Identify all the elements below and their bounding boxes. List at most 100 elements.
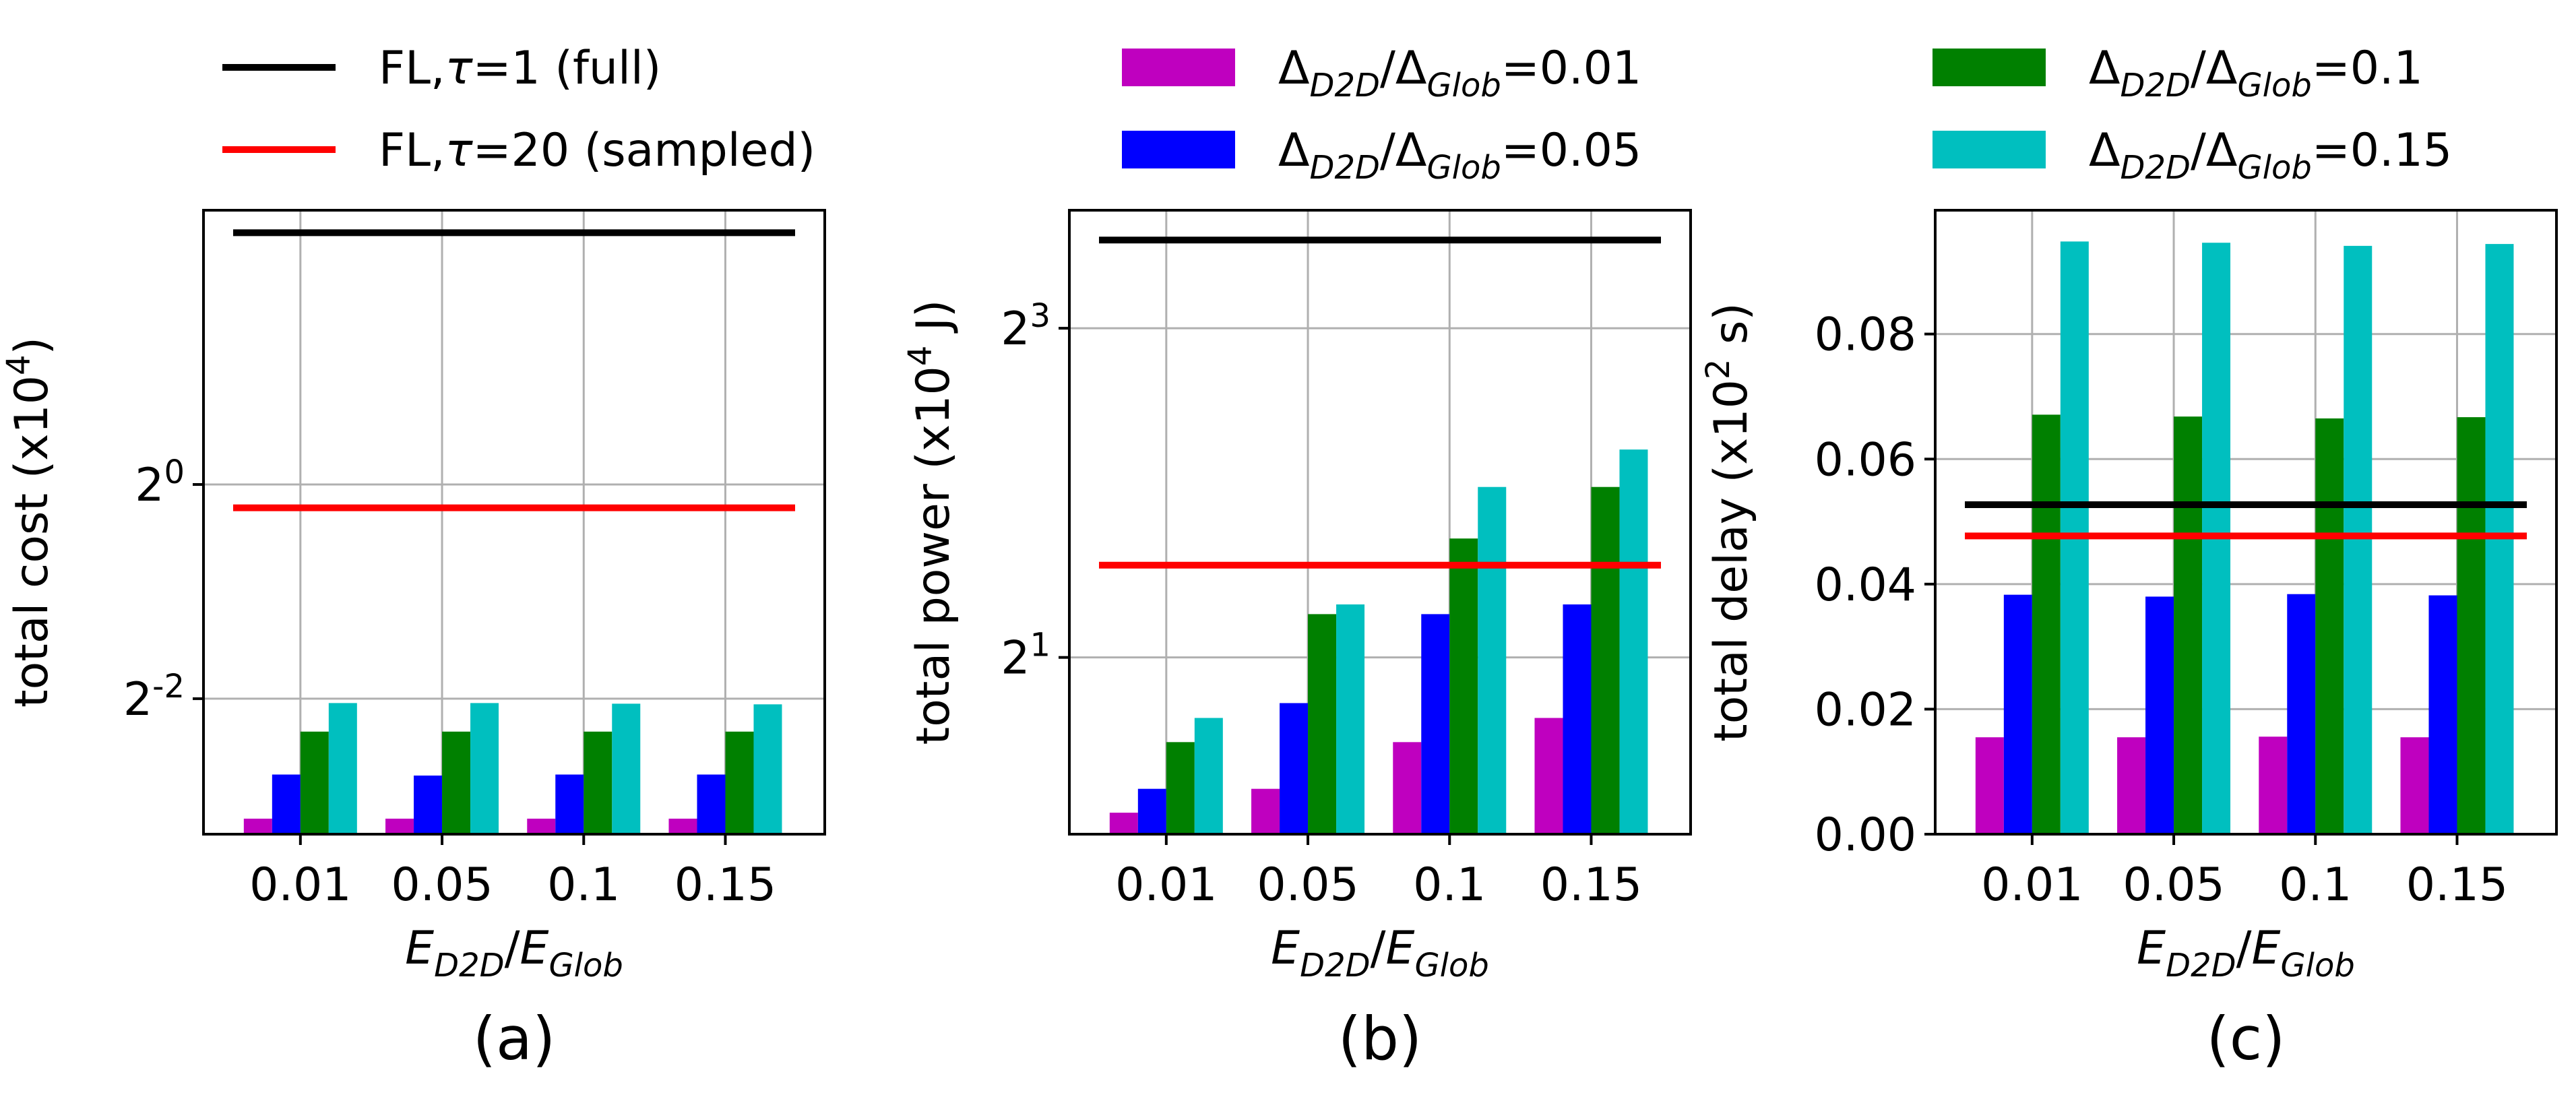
axes-frame: [1068, 209, 1692, 836]
x-axis-label: ED2D/EGlob: [2137, 922, 2355, 984]
x-tick-label: 0.1: [2279, 858, 2352, 912]
legend-item-bar: ΔD2D/ΔGlob=0.01: [1122, 42, 1641, 104]
y-tick-label: 21: [1001, 627, 1050, 685]
bar: [414, 775, 443, 834]
bar: [2428, 595, 2457, 834]
bar: [1194, 718, 1223, 834]
x-axis-label: ED2D/EGlob: [1271, 922, 1489, 984]
bar: [1280, 703, 1309, 834]
x-tick-label: 0.01: [1115, 858, 1217, 912]
bar: [2003, 594, 2032, 834]
bar: [2400, 737, 2429, 834]
legend-label: ΔD2D/ΔGlob=0.1: [2089, 42, 2423, 104]
bar: [1109, 813, 1138, 834]
legend-item-line: FL,τ=1 (full): [222, 42, 661, 95]
y-tick-label: 20: [135, 453, 185, 512]
y-axis-label: total power (x104 J): [902, 300, 960, 745]
bar: [1563, 604, 1592, 834]
bar: [442, 731, 471, 834]
bar: [470, 703, 499, 834]
bar: [584, 731, 612, 834]
bar: [2117, 737, 2146, 834]
bar: [697, 774, 726, 834]
bar: [1449, 538, 1478, 834]
bar: [300, 731, 329, 834]
bar: [1393, 742, 1422, 834]
bar: [272, 774, 301, 834]
x-tick-label: 0.15: [2406, 858, 2508, 912]
chart-panel: 0.01 0.05 0.1 0.15 21 23 ED2D/EGlob total power…: [902, 209, 1692, 1073]
bar: [2259, 736, 2288, 834]
bar: [1534, 718, 1563, 834]
x-tick-label: 0.01: [249, 858, 351, 912]
chart-panel: 0.01 0.05 0.1 0.15 2-2 20 ED2D/EGlob total cost…: [0, 209, 826, 1073]
bar: [1166, 742, 1195, 834]
legend-item-bar: ΔD2D/ΔGlob=0.15: [1933, 124, 2452, 187]
bar: [1591, 486, 1620, 834]
bar: [2315, 418, 2344, 834]
bar: [1421, 614, 1450, 834]
bar: [385, 818, 414, 834]
bar: [2344, 245, 2373, 834]
bar: [1975, 737, 2004, 834]
y-axis-label: total cost (x104): [0, 337, 59, 708]
bar: [2145, 596, 2174, 834]
y-axis-label: total delay (x102 s): [1699, 303, 1758, 742]
y-tick-label: 0.04: [1815, 559, 1916, 612]
y-tick-label: 2-2: [123, 668, 185, 726]
panel-caption: (c): [2206, 1004, 2285, 1073]
legend-label: ΔD2D/ΔGlob=0.05: [1278, 124, 1641, 187]
x-tick-label: 0.01: [1981, 858, 2083, 912]
bar: [555, 774, 584, 834]
axes-frame: [202, 209, 826, 836]
y-tick-label: 0.08: [1815, 309, 1916, 362]
bar: [1251, 788, 1280, 834]
legend-label: ΔD2D/ΔGlob=0.15: [2089, 124, 2452, 187]
axes-frame: [1934, 209, 2558, 836]
legend-bar-swatch: [1122, 49, 1235, 86]
bar: [2287, 594, 2316, 834]
bar: [2032, 414, 2061, 834]
x-tick-label: 0.05: [2123, 858, 2224, 912]
legend-item-line: FL,τ=20 (sampled): [222, 124, 815, 177]
bar: [2457, 417, 2486, 834]
chart-panel: 0.01 0.05 0.1 0.15 0.00 0.02 0.04 0.06 0.08 ED2D/…: [1699, 209, 2558, 1073]
panel-caption: (b): [1338, 1004, 1422, 1073]
legend-bar-swatch: [1122, 131, 1235, 168]
bar: [668, 818, 697, 834]
x-tick-label: 0.1: [1413, 858, 1486, 912]
x-tick-label: 0.05: [1257, 858, 1358, 912]
legend-label: FL,τ=20 (sampled): [379, 124, 815, 177]
x-tick-label: 0.05: [391, 858, 493, 912]
legend-item-bar: ΔD2D/ΔGlob=0.1: [1933, 42, 2423, 104]
y-tick-label: 0.00: [1815, 809, 1916, 862]
legend-bar-swatch: [1933, 131, 2046, 168]
bar: [1308, 614, 1337, 834]
bar: [612, 703, 641, 834]
x-tick-label: 0.15: [1540, 858, 1642, 912]
legend-label: FL,τ=1 (full): [379, 42, 661, 95]
legend-bar-swatch: [1933, 49, 2046, 86]
bar: [1478, 486, 1507, 834]
y-tick-label: 0.06: [1815, 433, 1916, 486]
legend-label: ΔD2D/ΔGlob=0.01: [1278, 42, 1641, 104]
x-tick-label: 0.15: [674, 858, 776, 912]
bar: [753, 704, 782, 834]
legend-item-bar: ΔD2D/ΔGlob=0.05: [1122, 124, 1641, 187]
y-tick-label: 23: [1001, 297, 1050, 356]
bar: [1137, 788, 1166, 834]
bar: [1336, 604, 1365, 834]
bar: [1619, 449, 1648, 834]
bar: [243, 818, 272, 834]
bar: [328, 703, 357, 834]
bar: [725, 731, 754, 834]
x-tick-label: 0.1: [547, 858, 620, 912]
legend: FL,τ=1 (full) FL,τ=20 (sampled) ΔD2D/ΔGlob…: [222, 42, 2452, 187]
panel-caption: (a): [473, 1004, 556, 1073]
bar: [2174, 416, 2203, 834]
bar: [527, 818, 556, 834]
x-axis-label: ED2D/EGlob: [405, 922, 623, 984]
y-tick-label: 0.02: [1815, 683, 1916, 736]
plots: 0.01 0.05 0.1 0.15 2-2 20 ED2D/EGlob total cost…: [0, 209, 2558, 1073]
